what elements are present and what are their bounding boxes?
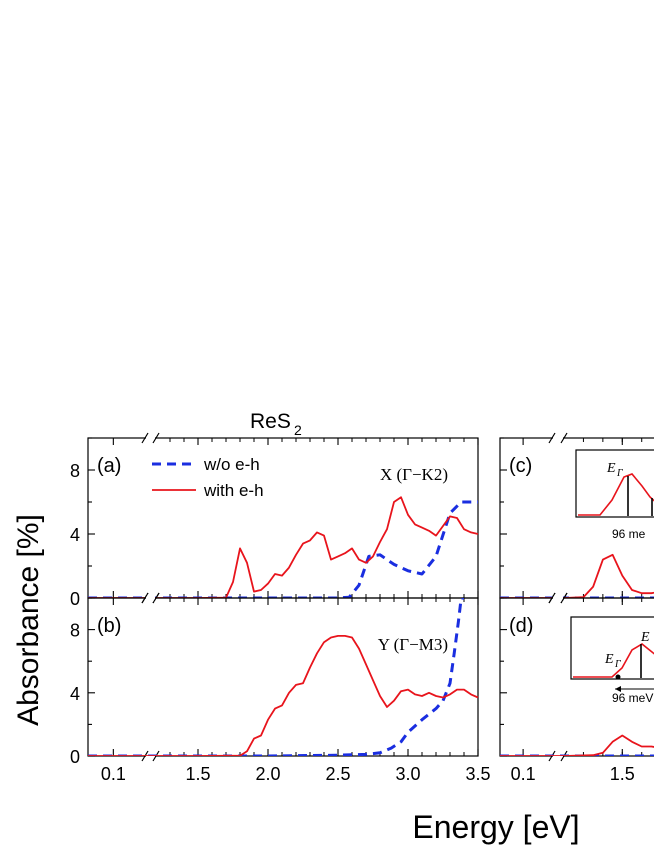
y-tick-label: 4: [70, 525, 80, 545]
chart-panels: 0 4 8 (a) X (Γ−K2) w/o e-h with e-h 0.1 1.5 2.0 2.…: [70, 432, 654, 784]
y-tick-label: 0: [70, 589, 80, 609]
figure-title-subscript: 2: [294, 422, 302, 438]
x-tick-label: 0.1: [101, 764, 126, 784]
y-tick-label: 8: [70, 621, 80, 641]
x-tick-label: 1.5: [610, 764, 635, 784]
y-tick-label: 8: [70, 461, 80, 481]
x-tick-label: 3.0: [395, 764, 420, 784]
x-tick-label: 3.5: [465, 764, 490, 784]
panel-label: (d): [509, 615, 533, 637]
inset-line: [578, 473, 654, 516]
inset-line: [573, 643, 654, 678]
series-line-without-eh: [88, 500, 478, 598]
panel-annotation: Y (Γ−M3): [378, 635, 448, 654]
x-tick-label: 0.1: [511, 764, 536, 784]
axis-break-mark: [560, 592, 568, 604]
panel-label: (a): [97, 455, 121, 477]
panel-label: (b): [97, 615, 121, 637]
legend-label: with e-h: [203, 481, 264, 500]
inset: E Γ 96 me: [575, 449, 654, 541]
figure-title: ReS: [250, 410, 291, 433]
panel-annotation: X (Γ−K2): [380, 465, 448, 484]
y-tick-label: 4: [70, 684, 80, 704]
series-line-with-eh: [500, 553, 654, 598]
x-tick-label: 2.0: [255, 764, 280, 784]
inset-label-sub: Γ: [614, 659, 621, 670]
axis-break-mark: [141, 592, 149, 604]
panel-c: (c) E Γ 96 me: [499, 432, 654, 604]
inset-frame: [570, 616, 654, 680]
series-line-with-eh: [88, 496, 479, 598]
series-line-without-eh: [88, 598, 464, 756]
x-tick-label: 1.5: [185, 764, 210, 784]
x-axis-label: Energy [eV]: [412, 809, 579, 845]
y-tick-label: 0: [70, 747, 80, 767]
inset-label: E: [606, 461, 616, 476]
axis-break-mark: [560, 432, 568, 444]
panel-label: (c): [509, 455, 532, 477]
inset-frame: [575, 449, 654, 518]
series-line-with-eh: [500, 734, 654, 756]
x-tick-label: 2.5: [325, 764, 350, 784]
axis-break-mark: [141, 432, 149, 444]
axis-break-mark: [152, 432, 160, 444]
inset-label-sub: Γ: [616, 468, 623, 479]
series-line-with-eh: [88, 635, 479, 756]
panel-b: 0.1 1.5 2.0 2.5 3.0 3.5 0 4 8 (b) Y (Γ−M3): [70, 592, 491, 784]
inset-measure: 96 me: [612, 527, 646, 541]
panel-frame: [499, 597, 654, 757]
axis-break-mark: [152, 592, 160, 604]
inset-measure: 96 meV: [612, 691, 653, 705]
y-axis-label: Absorbance [%]: [12, 514, 45, 726]
panel-a: 0 4 8 (a) X (Γ−K2) w/o e-h with e-h: [70, 432, 479, 609]
inset-arrow-head: [615, 686, 621, 692]
inset-label-2: E: [640, 630, 650, 645]
inset-label: E: [604, 652, 614, 667]
axis-break-mark: [548, 592, 556, 604]
legend-label: w/o e-h: [203, 455, 260, 474]
inset-dot: [615, 674, 621, 680]
axis-break-mark: [548, 432, 556, 444]
panel-frame: [87, 597, 479, 757]
